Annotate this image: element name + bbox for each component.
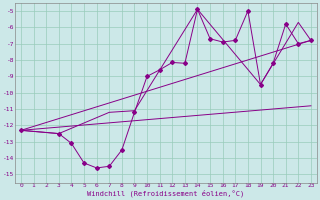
X-axis label: Windchill (Refroidissement éolien,°C): Windchill (Refroidissement éolien,°C) <box>87 190 244 197</box>
